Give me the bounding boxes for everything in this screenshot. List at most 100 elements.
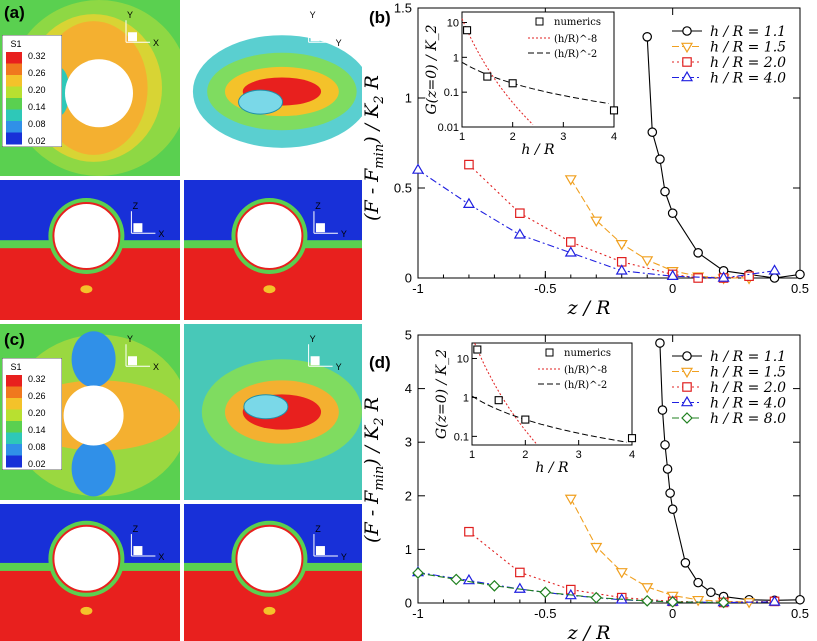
inset-data-point xyxy=(627,434,637,443)
axis-glyph-label: X xyxy=(153,38,159,48)
x-tick-label: 0.5 xyxy=(791,606,809,621)
data-point xyxy=(564,588,577,600)
data-point xyxy=(564,494,577,506)
axis-glyph-box xyxy=(315,546,325,556)
data-point xyxy=(667,269,678,280)
legend-marker xyxy=(680,395,694,407)
data-point xyxy=(666,595,679,606)
data-point xyxy=(743,598,756,609)
data-point xyxy=(590,216,603,227)
data-point xyxy=(718,597,729,608)
y-tick-label: 3 xyxy=(405,435,412,450)
inset-data-point xyxy=(494,396,503,405)
inset-x-tick-label: 1 xyxy=(459,131,465,143)
data-point xyxy=(667,208,678,218)
data-point xyxy=(717,595,730,607)
axis-glyph-label: Y xyxy=(310,10,316,20)
y-axis-rest: R xyxy=(361,75,383,95)
axis-glyph-label: Z xyxy=(133,524,139,534)
colorbar-swatch xyxy=(6,432,22,445)
y-tick-label: 0 xyxy=(405,596,412,611)
y-axis-label: (F - Fmin) / K2 R xyxy=(361,75,387,221)
sim-image-6: ZX xyxy=(0,504,180,641)
data-point xyxy=(768,264,781,275)
inset-y-tick-label: 10 xyxy=(457,353,469,365)
inset-fit-8 xyxy=(461,18,534,125)
colorbar-label: 0.26 xyxy=(28,68,46,78)
inset-x-label: h / R xyxy=(521,142,555,158)
colorbar-label: 0.02 xyxy=(28,136,46,146)
legend-entry: h / R = 2.0 xyxy=(710,55,786,71)
data-point xyxy=(412,567,424,579)
data-point xyxy=(692,272,705,283)
colorbar-swatch xyxy=(6,455,22,468)
inset-y-tick-label: 10 xyxy=(447,17,459,29)
particle xyxy=(52,202,121,270)
colorbar-swatch xyxy=(6,444,22,456)
y-axis-sub: min xyxy=(372,466,387,491)
inset-y-label: G(z=0) / K_2 xyxy=(424,24,440,114)
axis-glyph-box xyxy=(128,32,137,42)
data-point xyxy=(744,271,754,281)
axis-glyph-label: Y xyxy=(336,362,342,372)
data-point xyxy=(464,526,474,537)
colorbar-swatch xyxy=(6,63,22,76)
y-axis-sub: 2 xyxy=(372,417,387,426)
axis-glyph-box xyxy=(310,32,320,42)
y-axis-rest: ) / K xyxy=(361,102,383,145)
y-tick-label: 5 xyxy=(405,328,412,343)
y-tick-label: 1 xyxy=(405,91,412,106)
data-point xyxy=(718,591,729,602)
legend-entry: h / R = 8.0 xyxy=(710,411,786,427)
data-point xyxy=(706,587,716,598)
x-tick-label: -0.5 xyxy=(534,281,556,296)
data-point xyxy=(615,593,628,604)
defect-spot xyxy=(80,606,93,615)
sim-image-3: ZY xyxy=(184,180,362,320)
axis-glyph-box xyxy=(133,223,143,233)
colorbar-swatch xyxy=(6,121,22,133)
inset-legend-entry: (h/R)^-2 xyxy=(564,380,607,391)
inset-frame xyxy=(461,11,615,128)
axis-glyph-label: Y xyxy=(341,552,347,562)
inset-y-tick-label: 1 xyxy=(463,392,469,404)
legend-marker xyxy=(680,367,694,379)
inset-y-tick-label: 0.1 xyxy=(444,87,459,99)
colorbar-swatch xyxy=(6,52,22,64)
colorbar-swatch xyxy=(6,109,22,122)
data-point xyxy=(565,237,576,247)
sim-image-5: YY xyxy=(184,324,362,500)
legend-marker xyxy=(682,26,692,36)
data-point xyxy=(590,542,603,554)
y-axis-rest: ) / K xyxy=(361,424,383,467)
data-point xyxy=(642,31,652,42)
chart-b: -1 -0.5 0 0.5 0 0.5 1 1.5 z / R (F - Fmin) / K2 R… xyxy=(361,1,809,320)
data-point xyxy=(744,269,754,280)
inset-data-point xyxy=(521,415,530,424)
defect-spot xyxy=(263,606,276,615)
legend-marker xyxy=(680,70,694,82)
colorbar-label: 0.02 xyxy=(28,459,46,469)
data-point xyxy=(717,597,730,608)
legend-marker xyxy=(682,382,692,392)
particle xyxy=(65,59,133,128)
inset-fit-8 xyxy=(474,343,537,444)
y-tick-label: 1 xyxy=(405,542,412,557)
data-point xyxy=(615,568,628,579)
series-line xyxy=(646,36,801,279)
data-point xyxy=(769,596,780,607)
axis-glyph-label: Y xyxy=(336,38,342,48)
x-axis-label: z / R xyxy=(567,622,611,641)
data-point xyxy=(464,159,474,170)
legend-entry: h / R = 1.5 xyxy=(710,365,786,381)
inset-y-tick-label: 1 xyxy=(453,52,459,64)
data-point xyxy=(565,584,576,595)
data-point xyxy=(718,265,729,276)
series-line xyxy=(468,531,775,604)
inset-frame xyxy=(471,342,633,446)
data-point xyxy=(666,596,679,608)
y-tick-label: 1.5 xyxy=(394,1,412,16)
panel-label-d: (d) xyxy=(369,353,391,372)
data-point xyxy=(513,582,526,593)
axis-glyph-label: Y xyxy=(310,334,316,344)
